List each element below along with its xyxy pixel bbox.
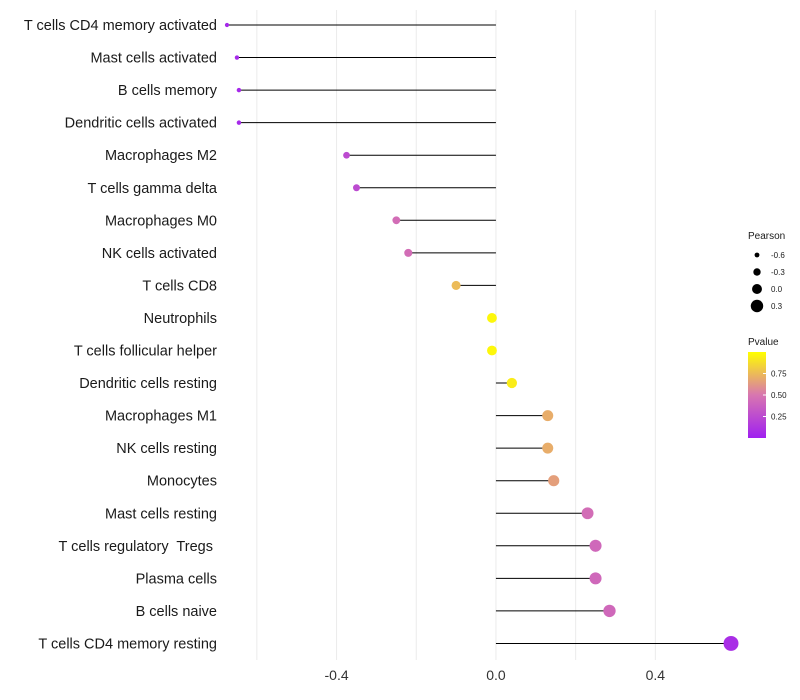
legend-pvalue-label: 0.50 (771, 391, 787, 400)
lollipop-point (236, 120, 242, 125)
grid-layer (256, 10, 656, 660)
category-label: NK cells activated (102, 246, 217, 262)
lollipop-point (589, 572, 602, 585)
category-label: T cells CD4 memory resting (38, 636, 217, 652)
legend-pearson-label: -0.3 (771, 268, 785, 277)
legend-pearson-key (750, 299, 764, 313)
category-label: Macrophages M2 (105, 148, 217, 164)
legend-pvalue-label: 0.75 (771, 370, 787, 379)
legend-pearson-key (754, 252, 760, 258)
lollipop-point (542, 442, 554, 454)
lollipop-point (487, 313, 497, 323)
category-label: Plasma cells (136, 571, 217, 587)
x-tick-label: 0.4 (646, 667, 666, 683)
lollipop-point (603, 604, 616, 618)
lollipop-point (392, 216, 401, 225)
point-layer (224, 22, 739, 651)
x-tick-layer: -0.4 0.0 0.4 (325, 667, 666, 683)
category-label: B cells memory (118, 83, 218, 99)
x-tick-label: -0.4 (325, 667, 349, 683)
category-label: Mast cells resting (105, 506, 217, 522)
lollipop-point (353, 184, 360, 192)
legend-pearson-label: -0.6 (771, 251, 785, 260)
lollipop-point (723, 635, 739, 651)
lollipop-point (542, 410, 554, 422)
lollipop-point (224, 22, 230, 28)
category-label: Macrophages M1 (105, 409, 217, 425)
category-label: T cells regulatory Tregs (59, 539, 218, 555)
lollipop-point (487, 345, 497, 356)
category-label: Mast cells activated (90, 51, 217, 67)
lollipop-point (236, 87, 242, 93)
legend-pearson-label: 0.3 (771, 302, 783, 311)
x-tick-label: 0.0 (486, 667, 506, 683)
legend-pearson: Pearson -0.6 -0.3 0.0 0.3 (748, 231, 785, 313)
legend-pearson-key (753, 268, 761, 276)
lollipop-point (506, 377, 518, 389)
segment-layer (226, 24, 732, 644)
lollipop-point (548, 475, 560, 487)
legend-pearson-label: 0.0 (771, 285, 783, 294)
category-label: NK cells resting (116, 441, 217, 457)
category-label-layer: T cells CD4 memory activated Mast cells a… (24, 18, 218, 652)
category-label: T cells follicular helper (74, 344, 217, 360)
legend-pvalue-title: Pvalue (748, 337, 779, 348)
lollipop-point (451, 280, 461, 290)
category-label: T cells CD4 memory activated (24, 18, 217, 34)
category-label: Monocytes (147, 474, 217, 490)
lollipop-point (234, 55, 240, 60)
category-label: T cells CD8 (142, 278, 217, 294)
legend-pvalue-colorbar (748, 352, 766, 438)
legend-pearson-title: Pearson (748, 231, 785, 242)
category-label: T cells gamma delta (88, 181, 218, 197)
legend-pvalue: Pvalue 0.75 0.50 0.25 (748, 337, 787, 438)
category-label: Dendritic cells activated (65, 116, 217, 132)
lollipop-point (581, 507, 594, 520)
lollipop-point (343, 151, 350, 159)
legend-pvalue-label: 0.25 (771, 413, 787, 422)
lollipop-point (404, 248, 413, 257)
lollipop-point (589, 539, 602, 552)
legend-pearson-key (752, 284, 762, 294)
category-label: B cells naive (136, 604, 217, 620)
category-label: Dendritic cells resting (79, 376, 217, 392)
category-label: Macrophages M0 (105, 213, 217, 229)
category-label: Neutrophils (144, 311, 217, 327)
